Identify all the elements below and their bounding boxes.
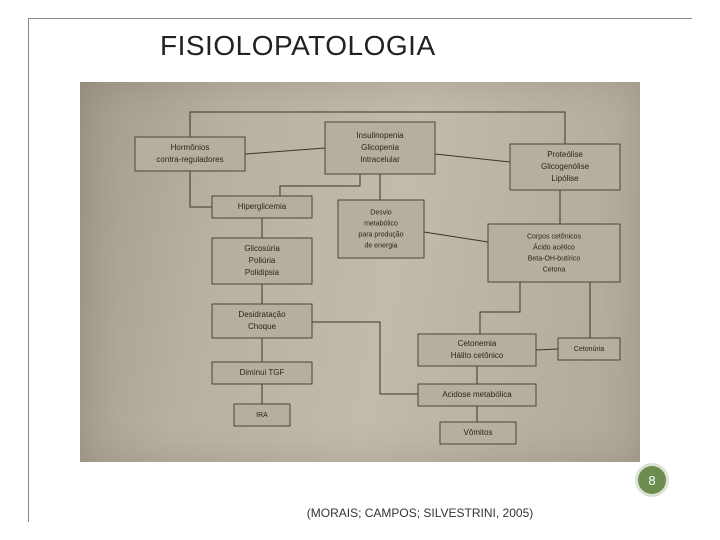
svg-text:Proteólise: Proteólise (547, 150, 583, 159)
svg-text:Lipólise: Lipólise (551, 174, 579, 183)
svg-text:para produção: para produção (358, 231, 403, 238)
svg-text:Intracelular: Intracelular (360, 155, 400, 164)
svg-text:Cetonúria: Cetonúria (574, 346, 604, 353)
svg-text:IRA: IRA (256, 412, 268, 419)
edge-desid-acid (312, 322, 418, 394)
svg-text:Ácido acético: Ácido acético (533, 242, 575, 251)
node-insul: Insulinopenia Glicopenia Intracelular (325, 122, 435, 174)
slide-title: FISIOLOPATOLOGIA (160, 30, 436, 62)
edge-horm-insul (245, 148, 325, 154)
svg-text:de energia: de energia (364, 242, 397, 249)
svg-text:Vômitos: Vômitos (464, 428, 493, 437)
flowchart-photo: Hormônios contra-reguladores Insulinopenia… (80, 82, 640, 462)
svg-text:Desidratação: Desidratação (238, 310, 286, 319)
svg-text:Hormônios: Hormônios (171, 143, 210, 152)
svg-text:Cetonemia: Cetonemia (458, 339, 497, 348)
svg-text:Acidose metabólica: Acidose metabólica (442, 390, 512, 399)
node-acid: Acidose metabólica (418, 384, 536, 406)
svg-text:contra-reguladores: contra-reguladores (156, 155, 223, 164)
citation-text: (MORAIS; CAMPOS; SILVESTRINI, 2005) (0, 506, 720, 520)
svg-text:Glicopenia: Glicopenia (361, 143, 399, 152)
edge-ceton-cetonu (536, 349, 558, 350)
svg-text:Cetona: Cetona (543, 266, 566, 273)
node-desid: Desidratação Choque (212, 304, 312, 338)
svg-text:Corpos cetônicos: Corpos cetônicos (527, 233, 582, 240)
node-vom: Vômitos (440, 422, 516, 444)
edge-corpos-ceton (480, 282, 520, 334)
edge-insul-hiper (280, 174, 360, 196)
svg-text:Desvio: Desvio (370, 209, 392, 216)
node-desvio: Desvio metabólico para produção de energia (338, 200, 424, 258)
page-number-badge: 8 (638, 466, 666, 494)
node-cetonu: Cetonúria (558, 338, 620, 360)
svg-text:Choque: Choque (248, 322, 277, 331)
svg-text:Glicosúria: Glicosúria (244, 244, 280, 253)
node-prote: Proteólise Glicogenólise Lipólise (510, 144, 620, 190)
node-horm: Hormônios contra-reguladores (135, 137, 245, 171)
svg-text:Hálito cetônico: Hálito cetônico (451, 351, 504, 360)
node-ceton: Cetonemia Hálito cetônico (418, 334, 536, 366)
node-tgf: Diminui TGF (212, 362, 312, 384)
edge-insul-prote (435, 154, 510, 162)
top-rule (28, 18, 692, 19)
edge-horm-hiper (190, 171, 212, 207)
node-glicos: Glicosúria Poliúria Polidipsia (212, 238, 312, 284)
svg-text:Hiperglicemia: Hiperglicemia (238, 202, 287, 211)
node-ira: IRA (234, 404, 290, 426)
svg-text:Poliúria: Poliúria (249, 256, 276, 265)
svg-text:Diminui TGF: Diminui TGF (240, 368, 285, 377)
svg-text:Beta-OH-butírico: Beta-OH-butírico (528, 255, 581, 262)
node-hiper: Hiperglicemia (212, 196, 312, 218)
edge-desvio-corpos (424, 232, 488, 242)
svg-text:Polidipsia: Polidipsia (245, 268, 280, 277)
svg-text:metabólico: metabólico (364, 220, 398, 227)
flowchart-svg: Hormônios contra-reguladores Insulinopenia… (80, 82, 640, 462)
svg-text:Glicogenólise: Glicogenólise (541, 162, 590, 171)
node-corpos: Corpos cetônicos Ácido acético Beta-OH-but… (488, 224, 620, 282)
svg-text:Insulinopenia: Insulinopenia (356, 131, 404, 140)
left-rule (28, 18, 29, 522)
